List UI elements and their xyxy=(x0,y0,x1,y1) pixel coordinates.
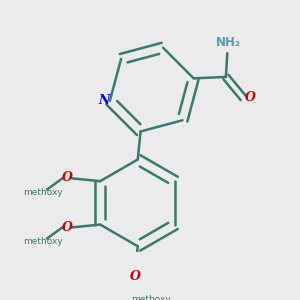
Text: methoxy: methoxy xyxy=(131,295,171,300)
Text: O: O xyxy=(62,221,73,234)
Text: O: O xyxy=(130,270,140,283)
Text: methoxy: methoxy xyxy=(23,237,63,246)
Text: O: O xyxy=(245,92,256,104)
Text: methoxy: methoxy xyxy=(23,188,63,197)
Text: O: O xyxy=(62,171,73,184)
Text: N: N xyxy=(98,94,110,107)
Text: NH₂: NH₂ xyxy=(216,36,241,49)
